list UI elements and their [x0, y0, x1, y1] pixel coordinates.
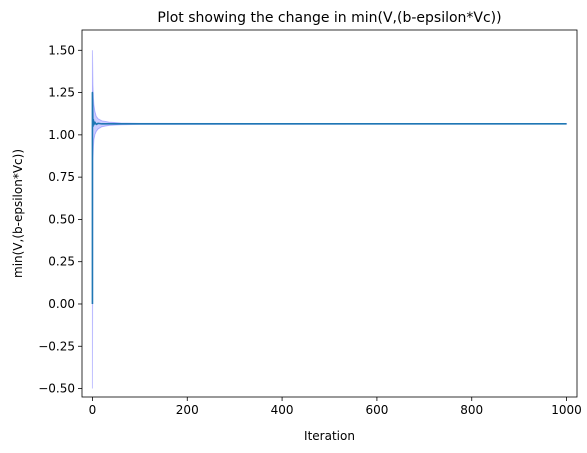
y-tick-label: 0.00: [48, 297, 75, 311]
plot-area: [91, 50, 568, 389]
axes-frame: [81, 29, 578, 398]
y-tick-label: −0.25: [38, 339, 75, 353]
y-tick-label: 1.25: [48, 86, 75, 100]
y-tick-label: −0.50: [38, 382, 75, 396]
y-axis-label: min(V,(b-epsilon*Vc)): [11, 149, 25, 278]
y-tick-label: 1.00: [48, 128, 75, 142]
y-axis-ticks: −0.50 −0.25 0.00 0.25 0.50 0.75 1.00 1.25 1.50: [38, 43, 82, 396]
y-tick-label: 0.25: [48, 255, 75, 269]
x-axis-ticks: 0 200 400 600 800 1000: [89, 397, 582, 417]
x-tick-label: 600: [365, 403, 388, 417]
x-tick-label: 0: [89, 403, 97, 417]
x-tick-label: 800: [460, 403, 483, 417]
y-tick-label: 0.75: [48, 170, 75, 184]
x-tick-label: 1000: [551, 403, 582, 417]
x-axis-label: Iteration: [304, 429, 355, 443]
series-line-0: [91, 91, 567, 304]
y-tick-label: 0.50: [48, 212, 75, 226]
x-tick-label: 200: [176, 403, 199, 417]
y-tick-label: 1.50: [48, 43, 75, 57]
x-tick-label: 400: [271, 403, 294, 417]
chart-title: Plot showing the change in min(V,(b-epsi…: [157, 10, 501, 26]
